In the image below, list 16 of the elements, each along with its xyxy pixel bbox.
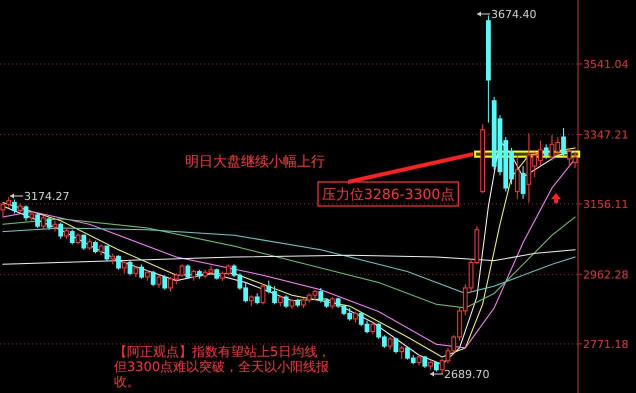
line-series	[2, 249, 576, 265]
y-tick-label: 3541.04	[583, 58, 628, 71]
annotation: 明日大盘继续小幅上行	[185, 154, 325, 170]
candlestick	[520, 166, 526, 200]
y-tick-label: 3347.21	[583, 128, 628, 142]
annotation: 2689.70	[444, 368, 490, 381]
band-label: 压力位3286-3300点	[322, 187, 454, 203]
candlestick	[52, 220, 58, 232]
candlestick	[514, 154, 520, 200]
y-tick-label: 2962.28	[583, 268, 628, 282]
annotation: 【阿正观点】指数有望站上5日均线，但3300点难以突破，全天以小阳线报收。	[114, 345, 330, 390]
annotation: 3174.27	[24, 190, 70, 203]
y-tick-label: 3156.11	[583, 198, 628, 211]
annotation: 3674.40	[491, 8, 536, 21]
line-series	[2, 216, 576, 308]
y-tick-label: 2771.18	[583, 338, 628, 351]
